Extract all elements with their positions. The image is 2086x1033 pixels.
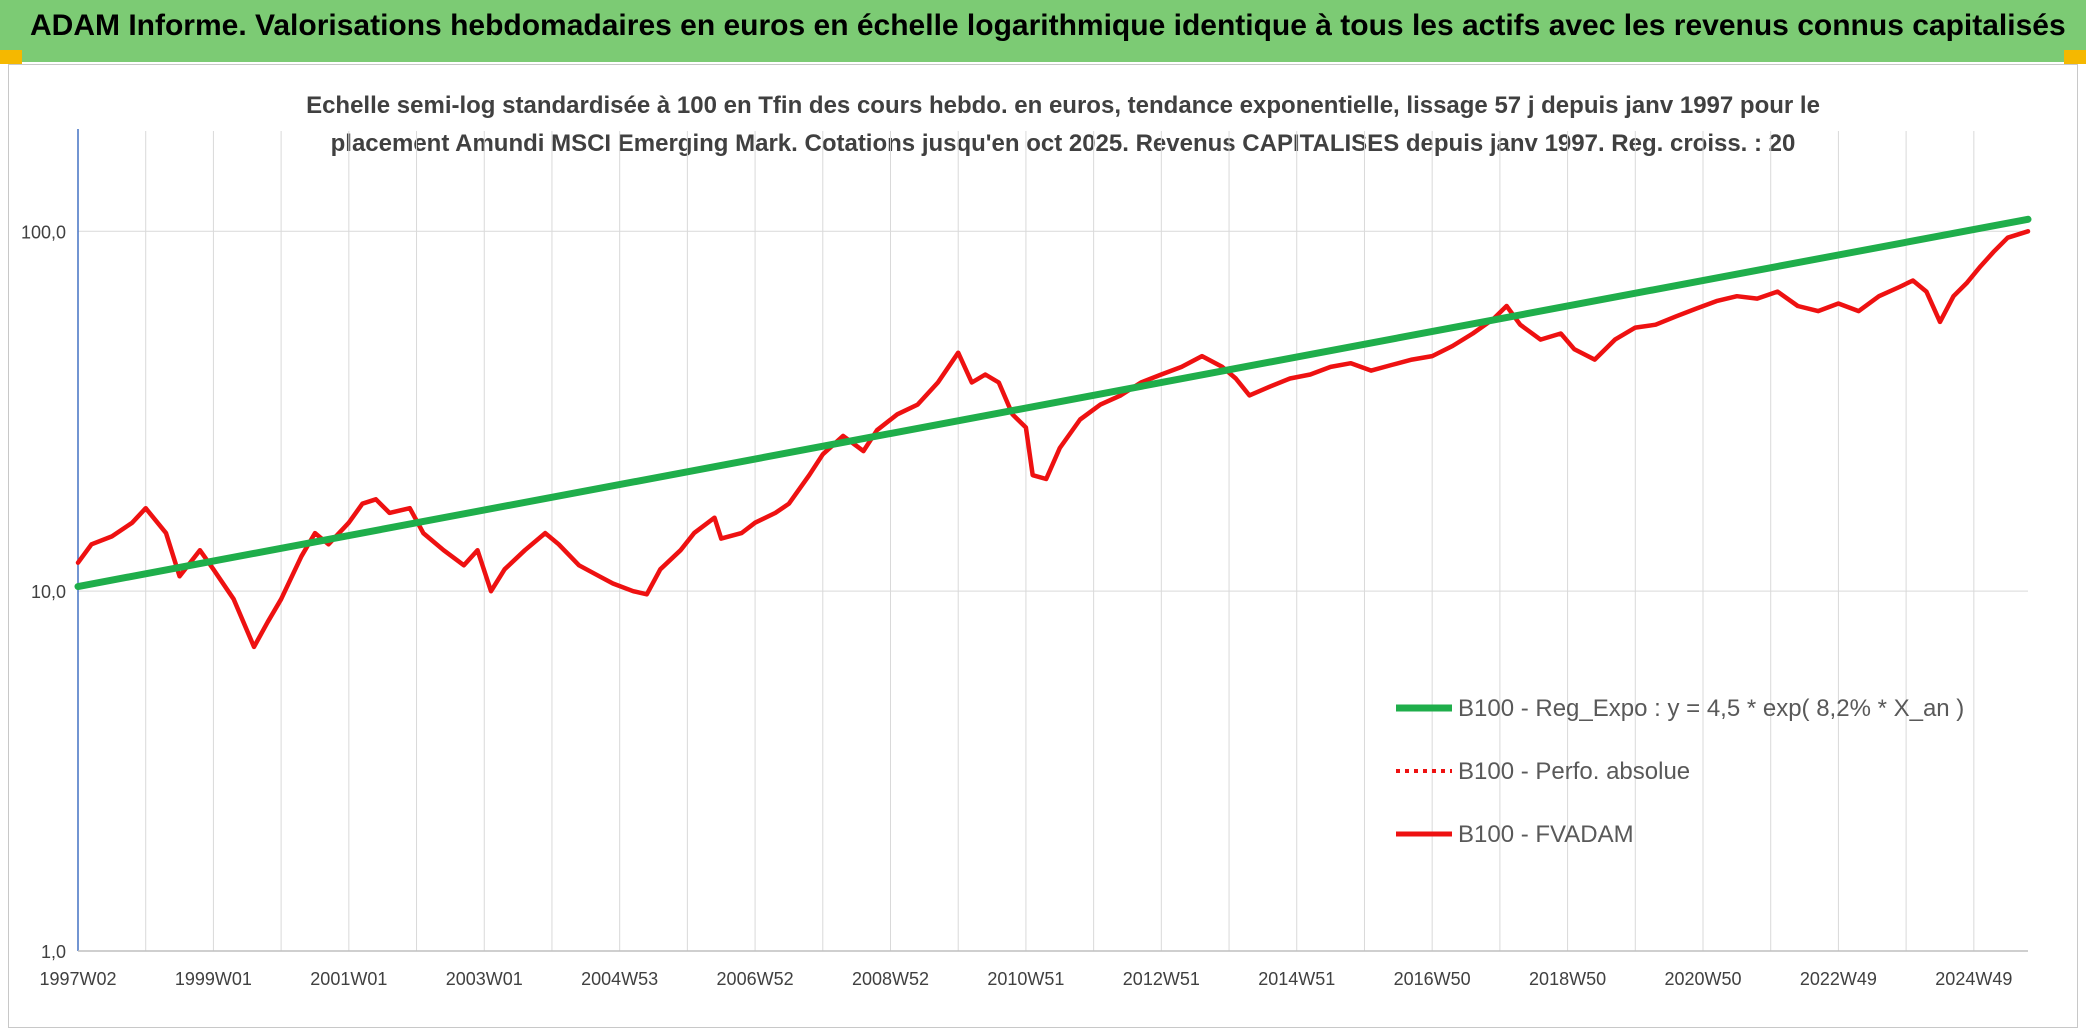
x-tick-label: 2024W49 — [1935, 969, 2012, 989]
legend-label: B100 - FVADAM — [1458, 821, 1634, 848]
y-tick-label: 100,0 — [21, 222, 66, 242]
x-tick-label: 2020W50 — [1664, 969, 1741, 989]
x-tick-label: 2014W51 — [1258, 969, 1335, 989]
x-tick-label: 2018W50 — [1529, 969, 1606, 989]
x-tick-label: 2003W01 — [446, 969, 523, 989]
x-tick-label: 1999W01 — [175, 969, 252, 989]
x-tick-label: 2004W53 — [581, 969, 658, 989]
y-tick-label: 10,0 — [31, 582, 66, 602]
x-tick-label: 2006W52 — [717, 969, 794, 989]
x-tick-label: 2016W50 — [1394, 969, 1471, 989]
chart-title-line: Echelle semi-log standardisée à 100 en T… — [306, 92, 1820, 119]
x-tick-label: 2001W01 — [310, 969, 387, 989]
corner-mark-right — [2064, 50, 2086, 64]
report-title: ADAM Informe. Valorisations hebdomadaire… — [30, 9, 2066, 42]
chart-panel: Echelle semi-log standardisée à 100 en T… — [8, 64, 2078, 1028]
corner-mark-left — [0, 50, 22, 64]
x-tick-label: 2008W52 — [852, 969, 929, 989]
legend-label: B100 - Perfo. absolue — [1458, 758, 1690, 785]
fvadam-series-line — [75, 229, 2031, 650]
report-banner: ADAM Informe. Valorisations hebdomadaire… — [0, 0, 2086, 62]
x-tick-label: 2010W51 — [987, 969, 1064, 989]
legend-label: B100 - Reg_Expo : y = 4,5 * exp( 8,2% * … — [1458, 695, 1964, 722]
regression-series-line — [74, 215, 2032, 591]
chart-area: Echelle semi-log standardisée à 100 en T… — [21, 92, 2032, 989]
x-tick-label: 2012W51 — [1123, 969, 1200, 989]
y-tick-label: 1,0 — [41, 942, 66, 962]
x-tick-label: 2022W49 — [1800, 969, 1877, 989]
chart-title-line: placement Amundi MSCI Emerging Mark. Cot… — [331, 130, 1796, 157]
x-tick-label: 1997W02 — [39, 969, 116, 989]
